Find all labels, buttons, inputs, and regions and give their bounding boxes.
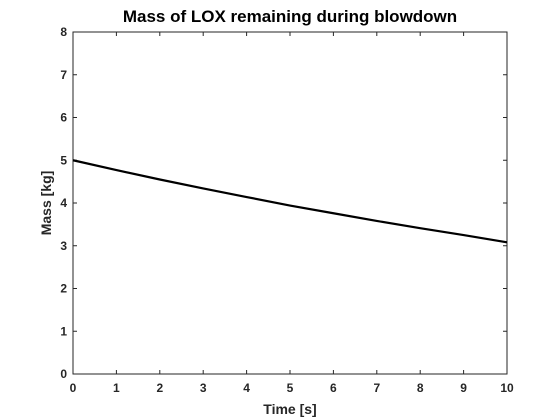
y-tick-label: 2 [60, 282, 67, 296]
y-tick-label: 5 [60, 153, 67, 167]
y-tick-label: 8 [60, 25, 67, 39]
y-tick-label: 7 [60, 68, 67, 82]
x-tick-label: 1 [113, 381, 120, 395]
y-tick-label: 3 [60, 239, 67, 253]
x-tick-labels: 0 1 2 3 4 5 6 7 8 9 10 [70, 381, 514, 395]
x-tick-label: 7 [373, 381, 380, 395]
x-tick-label: 10 [500, 381, 514, 395]
x-tick-label: 6 [330, 381, 337, 395]
x-tick-label: 4 [243, 381, 250, 395]
y-tick-label: 0 [60, 367, 67, 381]
x-tick-label: 9 [460, 381, 467, 395]
x-axis-label: Time [s] [263, 401, 316, 417]
x-tick-label: 3 [200, 381, 207, 395]
plot-area [73, 32, 507, 374]
y-tick-label: 4 [60, 196, 67, 210]
chart-title: Mass of LOX remaining during blowdown [123, 7, 457, 26]
y-tick-label: 6 [60, 111, 67, 125]
y-tick-label: 1 [60, 324, 67, 338]
x-tick-label: 2 [156, 381, 163, 395]
x-tick-label: 5 [287, 381, 294, 395]
y-axis-label: Mass [kg] [38, 171, 54, 236]
x-tick-label: 8 [417, 381, 424, 395]
x-tick-label: 0 [70, 381, 77, 395]
y-tick-labels: 0 1 2 3 4 5 6 7 8 [60, 25, 67, 381]
